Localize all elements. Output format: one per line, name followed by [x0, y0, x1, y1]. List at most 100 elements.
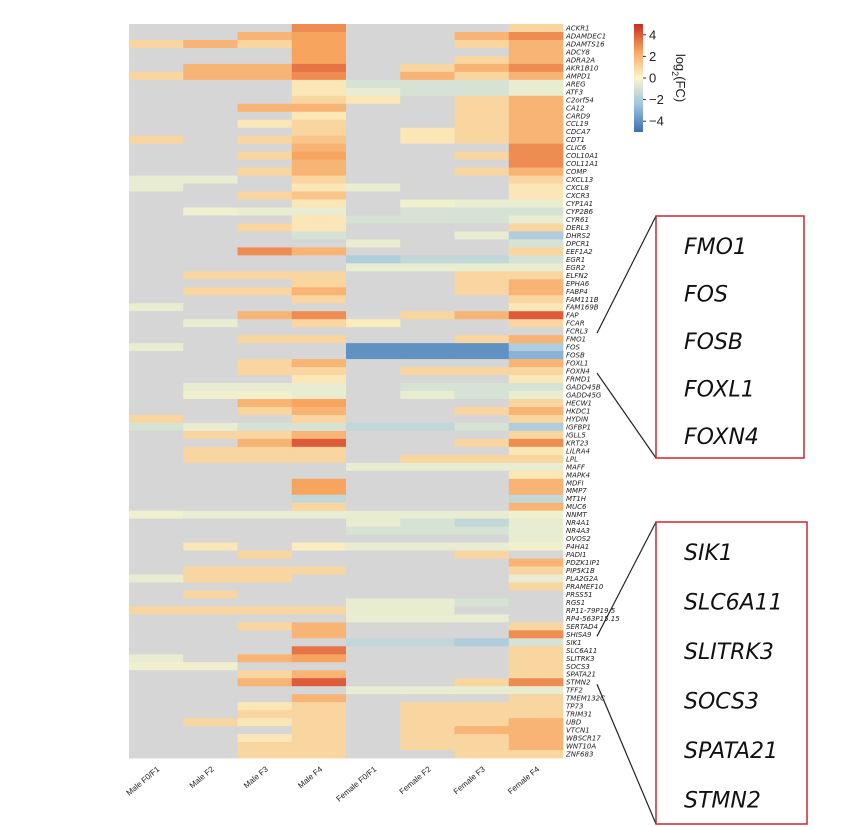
row-label: MAFF — [566, 463, 586, 471]
heatmap-cell — [346, 550, 401, 559]
heatmap-cell — [129, 271, 184, 280]
heatmap-cell — [346, 24, 401, 33]
heatmap-cell — [454, 143, 510, 153]
heatmap-cell — [508, 614, 564, 623]
heatmap-cell — [454, 95, 510, 105]
heatmap-cell — [129, 359, 184, 368]
heatmap-cell — [129, 255, 184, 264]
heatmap-cell — [400, 103, 455, 113]
row-label: NR4A1 — [566, 519, 590, 527]
heatmap-cell — [454, 295, 510, 304]
heatmap-cell — [346, 55, 401, 65]
heatmap-cell — [454, 702, 510, 711]
heatmap-cell — [183, 718, 238, 727]
row-label: CDCA7 — [566, 128, 591, 136]
heatmap-cell — [237, 39, 293, 49]
heatmap-cell — [346, 638, 401, 647]
heatmap-cell — [291, 247, 347, 256]
heatmap-cell — [508, 279, 564, 288]
heatmap-cell — [508, 167, 564, 176]
heatmap-cell — [129, 31, 184, 41]
heatmap-cell — [291, 271, 347, 280]
heatmap-cell — [400, 24, 455, 33]
heatmap-cell — [508, 630, 564, 639]
heatmap-cell — [346, 606, 401, 615]
heatmap-cell — [400, 263, 455, 272]
column-label: Female F2 — [398, 764, 433, 796]
row-label: FRMD1 — [566, 376, 591, 384]
heatmap-cell — [237, 462, 293, 472]
heatmap-cell — [508, 598, 564, 607]
heatmap-cell — [400, 518, 455, 528]
heatmap-cell — [183, 750, 238, 759]
row-label: CLIC6 — [566, 144, 587, 152]
heatmap-cell — [129, 295, 184, 304]
heatmap-cell — [508, 247, 564, 256]
heatmap-cell — [129, 550, 184, 559]
heatmap-cell — [129, 239, 184, 248]
heatmap-cell — [508, 383, 564, 392]
heatmap-cell — [129, 63, 184, 73]
heatmap-cell — [346, 63, 401, 73]
heatmap-cell — [183, 207, 238, 216]
heatmap-cell — [291, 191, 347, 200]
heatmap-cell — [237, 119, 293, 129]
heatmap-cell — [183, 199, 238, 208]
heatmap-cell — [346, 95, 401, 105]
heatmap-cell — [291, 502, 347, 512]
heatmap-cell — [129, 247, 184, 256]
heatmap-cell — [183, 47, 238, 57]
heatmap-cell — [237, 726, 293, 735]
heatmap-cell — [400, 478, 455, 488]
heatmap-cell — [291, 526, 347, 536]
heatmap-cell — [454, 398, 510, 408]
heatmap-cell — [346, 111, 401, 121]
row-labels: ACKR1ADAMDEC1ADAMTS16ADCY8ADRA2AAKR1B10A… — [565, 24, 620, 758]
heatmap-cell — [183, 111, 238, 121]
heatmap-cell — [129, 470, 184, 480]
heatmap-cell — [454, 127, 510, 137]
heatmap-cell — [237, 327, 293, 336]
row-label: EGR2 — [566, 264, 586, 272]
heatmap-cell — [129, 335, 184, 344]
heatmap-cell — [508, 111, 564, 121]
heatmap-cell — [129, 566, 184, 575]
heatmap-cells — [129, 24, 564, 759]
heatmap-cell — [400, 742, 455, 751]
row-label: SERTAD4 — [566, 623, 598, 631]
heatmap-cell — [183, 582, 238, 591]
heatmap-cell — [346, 438, 401, 448]
heatmap-cell — [129, 590, 184, 599]
row-label: HKDC1 — [566, 407, 591, 415]
heatmap-cell — [291, 582, 347, 591]
heatmap-cell — [454, 351, 510, 360]
heatmap-cell — [508, 622, 564, 631]
heatmap-cell — [129, 111, 184, 121]
heatmap-cell — [291, 375, 347, 384]
heatmap-cell — [454, 327, 510, 336]
heatmap-cell — [291, 446, 347, 456]
heatmap-cell — [508, 39, 564, 49]
heatmap-cell — [183, 247, 238, 256]
heatmap-cell — [183, 734, 238, 743]
heatmap-cell — [400, 215, 455, 224]
heatmap-cell — [400, 454, 455, 464]
row-label: SHISA9 — [566, 631, 592, 639]
row-label: NNMT — [566, 511, 588, 519]
heatmap-cell — [237, 422, 293, 432]
heatmap-cell — [400, 574, 455, 583]
heatmap-cell — [346, 223, 401, 232]
heatmap-cell — [129, 478, 184, 488]
row-label: LPL — [566, 455, 578, 463]
heatmap-cell — [183, 694, 238, 703]
heatmap-cell — [508, 638, 564, 647]
heatmap-cell — [183, 558, 238, 567]
row-label: DERL3 — [566, 224, 589, 232]
heatmap-cell — [183, 223, 238, 232]
row-label: IGLL5 — [566, 431, 586, 439]
heatmap-cell — [400, 127, 455, 137]
heatmap-cell — [183, 590, 238, 599]
heatmap-cell — [346, 239, 401, 248]
heatmap-cell — [291, 255, 347, 264]
heatmap-cell — [237, 694, 293, 703]
